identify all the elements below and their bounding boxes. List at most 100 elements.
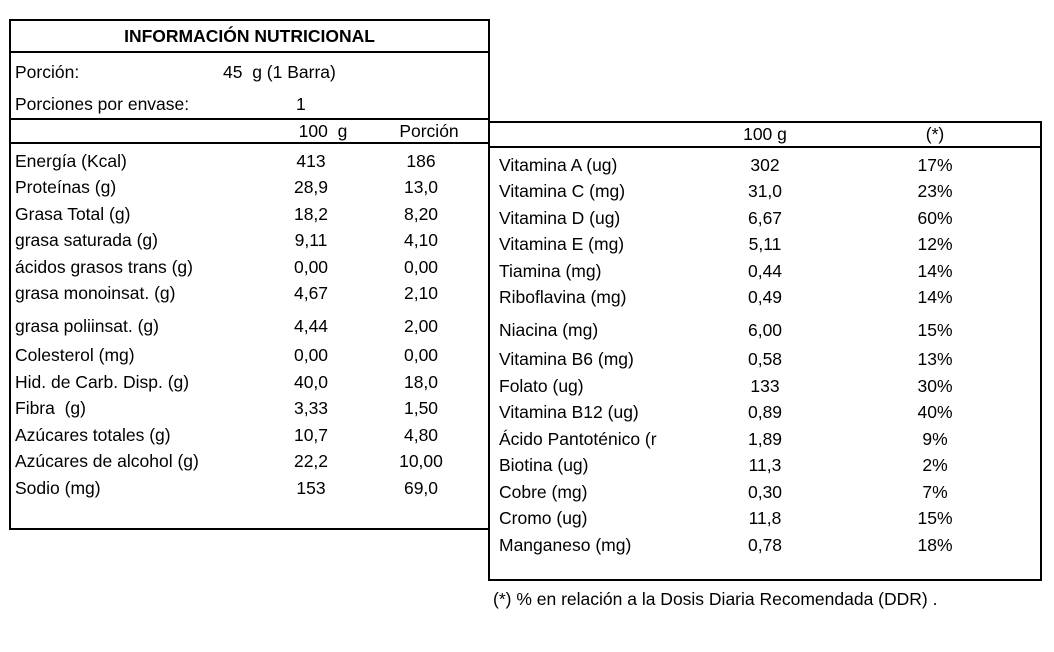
nutrient-label: Sodio (mg) [15,477,101,498]
servings-per-pack-label: Porciones por envase: [15,93,190,114]
table-row: Vitamina E (mg) 5,11 12% [490,232,1040,259]
value-per-portion: 8,20 [403,203,439,224]
nutrients-rows: Energía (Kcal) 413 186 Proteínas (g) 28,9 13,… [11,144,488,502]
table-row: Cromo (ug) 11,8 15% [490,506,1040,533]
table-row: Fibra (g) 3,33 1,50 [11,396,488,423]
nutrient-label: Azúcares de alcohol (g) [15,451,199,472]
value-per-portion: 13,0 [403,177,439,198]
servings-per-pack-row: Porciones por envase: 1 [11,88,488,120]
nutrient-label: grasa monoinsat. (g) [15,283,176,304]
vitamin-label: Vitamina D (ug) [499,207,621,228]
nutrient-label: Hid. de Carb. Disp. (g) [15,371,190,392]
column-header-100g-right: 100 g [743,124,787,144]
vitamin-label: Ácido Pantoténico (r [499,428,657,449]
value-per-portion: 4,10 [403,230,439,251]
left-table-header-row: 100 g Porción [11,120,488,144]
value-per-100g: 11,8 [748,508,782,529]
value-per-100g: 10,7 [293,424,329,445]
table-row: Vitamina A (ug) 302 17% [490,152,1040,179]
value-per-100g: 4,67 [293,283,329,304]
value-per-100g: 0,30 [747,481,783,502]
value-per-portion: 4,80 [403,424,439,445]
value-per-portion: 10,00 [399,451,443,472]
column-header-ddr-percent: (*) [925,124,945,144]
table-row: Energía (Kcal) 413 186 [11,148,488,175]
value-ddr-percent: 14% [917,287,953,308]
value-per-100g: 31,0 [747,181,783,202]
table-row: Azúcares de alcohol (g) 22,2 10,00 [11,449,488,476]
vitamin-label: Biotina (ug) [499,455,589,476]
column-header-100g: 100 g [298,120,348,141]
table-row: Sodio (mg) 153 69,0 [11,475,488,502]
value-per-100g: 28,9 [293,177,329,198]
value-per-portion: 186 [406,150,436,171]
vitamin-label: Manganeso (mg) [499,534,632,555]
value-per-100g: 18,2 [293,203,329,224]
nutrition-facts-table: INFORMACIÓN NUTRICIONAL Porción: 45 g (1… [9,19,490,530]
table-row: Riboflavina (mg) 0,49 14% [490,285,1040,312]
value-per-100g: 0,00 [293,345,329,366]
value-per-portion: 0,00 [403,345,439,366]
nutrient-label: grasa poliinsat. (g) [15,315,159,336]
table-row: grasa monoinsat. (g) 4,67 2,10 [11,281,488,308]
value-per-100g: 6,67 [747,207,783,228]
value-per-100g: 6,00 [747,319,783,340]
table-row: Cobre (mg) 0,30 7% [490,479,1040,506]
table-row: Proteínas (g) 28,9 13,0 [11,175,488,202]
nutrient-label: Fibra (g) [15,398,86,419]
nutrient-label: Azúcares totales (g) [15,424,171,445]
nutrient-label: ácidos grasos trans (g) [15,256,193,277]
vitamins-rows: Vitamina A (ug) 302 17% Vitamina C (mg) 31,0… [490,148,1040,559]
table-row: Folato (ug) 133 30% [490,373,1040,400]
value-per-portion: 0,00 [403,256,439,277]
value-per-100g: 5,11 [748,234,782,255]
value-per-100g: 0,58 [747,349,783,370]
portion-row: Porción: 45 g (1 Barra) [11,56,488,88]
table-row: Hid. de Carb. Disp. (g) 40,0 18,0 [11,369,488,396]
value-per-portion: 2,00 [403,315,439,336]
value-per-100g: 413 [296,150,326,171]
value-ddr-percent: 17% [917,154,953,175]
value-ddr-percent: 12% [917,234,953,255]
value-per-100g: 153 [296,477,326,498]
servings-per-pack-value: 1 [296,93,306,114]
value-per-100g: 9,11 [294,230,328,251]
vitamin-label: Vitamina B12 (ug) [499,402,639,423]
value-per-100g: 4,44 [293,315,329,336]
value-per-portion: 69,0 [403,477,439,498]
nutrient-label: grasa saturada (g) [15,230,158,251]
vitamin-label: Vitamina E (mg) [499,234,625,255]
value-per-100g: 0,89 [747,402,783,423]
table-row: Niacina (mg) 6,00 15% [490,317,1040,344]
value-per-portion: 1,50 [403,398,439,419]
nutrient-label: Proteínas (g) [15,177,117,198]
portion-value: 45 g (1 Barra) [223,61,336,82]
vitamin-label: Vitamina A (ug) [499,154,618,175]
value-per-100g: 0,44 [747,260,783,281]
value-ddr-percent: 14% [917,260,953,281]
value-per-100g: 0,49 [747,287,783,308]
table-row: Ácido Pantoténico (r 1,89 9% [490,426,1040,453]
value-per-100g: 0,78 [747,534,783,555]
table-row: Vitamina B12 (ug) 0,89 40% [490,400,1040,427]
vitamin-label: Folato (ug) [499,375,584,396]
table-row: ácidos grasos trans (g) 0,00 0,00 [11,254,488,281]
table-row: Tiamina (mg) 0,44 14% [490,258,1040,285]
right-table-header-row: 100 g (*) [490,123,1040,148]
vitamin-label: Vitamina B6 (mg) [499,349,634,370]
value-per-portion: 18,0 [403,371,439,392]
value-ddr-percent: 9% [922,428,948,449]
table-row: Vitamina D (ug) 6,67 60% [490,205,1040,232]
value-ddr-percent: 40% [917,402,953,423]
nutrient-label: Grasa Total (g) [15,203,131,224]
value-per-100g: 40,0 [293,371,329,392]
table-row: Vitamina B6 (mg) 0,58 13% [490,347,1040,374]
table-title: INFORMACIÓN NUTRICIONAL [11,21,488,53]
value-per-100g: 22,2 [293,451,329,472]
vitamin-label: Vitamina C (mg) [499,181,626,202]
table-row: grasa saturada (g) 9,11 4,10 [11,228,488,255]
vitamin-label: Niacina (mg) [499,319,599,340]
table-row: Colesterol (mg) 0,00 0,00 [11,343,488,370]
value-ddr-percent: 60% [917,207,953,228]
value-ddr-percent: 7% [922,481,948,502]
